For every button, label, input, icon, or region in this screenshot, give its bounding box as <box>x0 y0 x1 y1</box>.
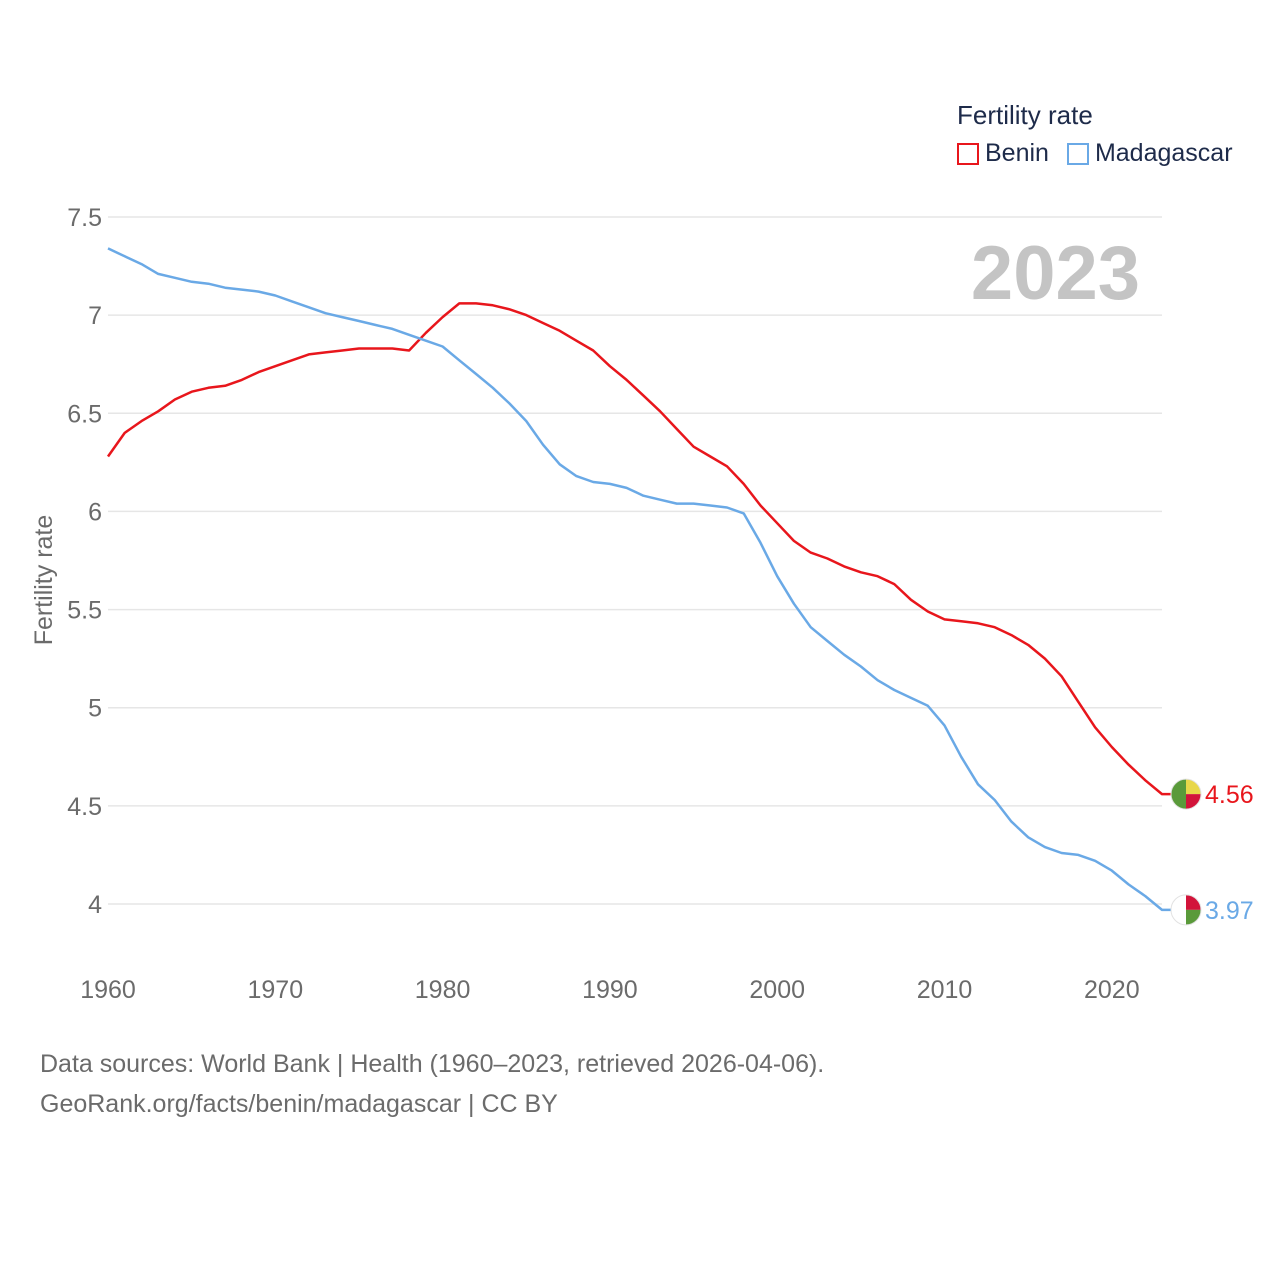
flag-segment-red <box>1186 894 1201 910</box>
source-line-1: Data sources: World Bank | Health (1960–… <box>40 1050 825 1078</box>
y-tick-label: 7.5 <box>67 204 102 232</box>
data-source: Data sources: World Bank | Health (1960–… <box>40 1044 824 1124</box>
flag-outline <box>1170 894 1202 926</box>
series-line-madagascar <box>107 247 1171 912</box>
year-label: 2023 <box>971 231 1140 316</box>
source-line-2[interactable]: GeoRank.org/facts/benin/madagascar | CC … <box>40 1090 558 1118</box>
end-value-label-madagascar: 3.97 <box>1205 897 1254 925</box>
grid-lines <box>108 216 1162 905</box>
legend-title: Fertility rate <box>957 100 1093 130</box>
y-axis-label: Fertility rate <box>30 515 58 646</box>
series-lines <box>106 247 1171 912</box>
x-tick-label: 1960 <box>80 976 136 1004</box>
legend-swatch-benin <box>957 142 979 165</box>
y-tick-label: 4 <box>88 891 102 919</box>
x-tick-label: 2020 <box>1084 976 1140 1004</box>
flag-outline <box>1170 778 1202 810</box>
flag-segment-green <box>1171 779 1186 810</box>
y-tick-label: 6 <box>88 498 102 526</box>
flag-marker-benin <box>1170 778 1202 810</box>
legend-item-benin[interactable]: Benin <box>957 139 1049 168</box>
legend-label-benin: Benin <box>985 139 1049 167</box>
flag-segment-white <box>1171 894 1186 925</box>
flag-segment-yellow <box>1186 779 1201 795</box>
flag-segment-red <box>1186 794 1201 810</box>
y-tick-label: 4.5 <box>67 793 102 821</box>
x-tick-label: 1980 <box>415 976 471 1004</box>
y-tick-label: 5 <box>88 695 102 723</box>
y-tick-label: 5.5 <box>67 597 102 625</box>
x-tick-label: 2000 <box>749 976 805 1004</box>
x-tick-label: 2010 <box>917 976 973 1004</box>
y-tick-label: 7 <box>88 302 102 330</box>
series-end-markers: 4.56 3.97 <box>1170 778 1254 926</box>
legend: Fertility rate Benin Madagascar <box>957 100 1251 168</box>
x-tick-label: 1990 <box>582 976 638 1004</box>
legend-swatch-madagascar <box>1066 142 1089 165</box>
flag-marker-madagascar <box>1170 894 1202 926</box>
legend-label-madagascar: Madagascar <box>1094 139 1233 167</box>
flag-segment-green <box>1186 909 1201 925</box>
y-tick-labels: 4 4.5 5 5.5 6 6.5 7 7.5 <box>67 204 102 919</box>
x-tick-labels: 1960 1970 1980 1990 2000 2010 2020 <box>80 976 1139 1004</box>
end-value-label-benin: 4.56 <box>1205 781 1254 809</box>
y-tick-label: 6.5 <box>67 400 102 428</box>
legend-item-madagascar[interactable]: Madagascar <box>1066 139 1233 168</box>
x-tick-label: 1970 <box>247 976 303 1004</box>
series-line-benin <box>106 302 1171 796</box>
